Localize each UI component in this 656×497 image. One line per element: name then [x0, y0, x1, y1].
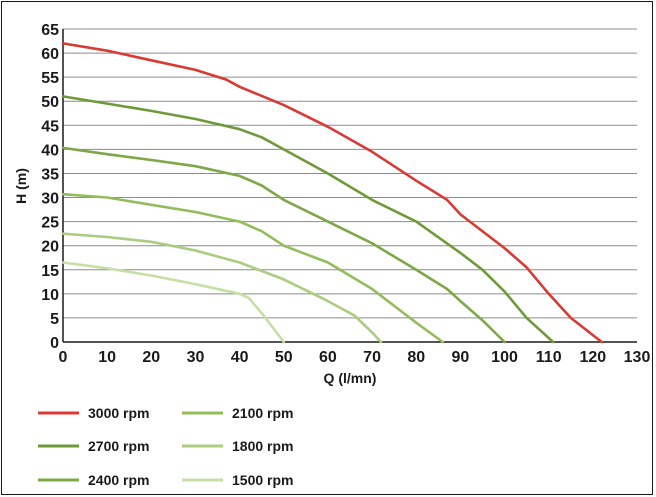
y-tick-label: 65 [41, 22, 59, 39]
legend: 3000 rpm 2700 rpm 2400 rpm 2100 rpm 1800 rpm… [38, 405, 293, 488]
y-tick-label: 40 [41, 142, 59, 159]
x-tick-label: 130 [624, 349, 651, 366]
y-tick-label: 50 [41, 94, 59, 111]
tick-labels: 0 5 10 15 20 25 30 35 40 45 50 55 60 65 0 10 20 30 40 50 60 7… [41, 22, 650, 366]
x-tick-label: 50 [275, 349, 293, 366]
x-tick-label: 100 [491, 349, 518, 366]
y-tick-label: 10 [41, 287, 59, 304]
x-tick-label: 60 [319, 349, 337, 366]
x-axis-title: Q (l/mn) [324, 370, 377, 386]
legend-label: 3000 rpm [88, 405, 149, 421]
gridlines [63, 28, 637, 319]
y-tick-label: 15 [41, 263, 59, 280]
legend-label: 2700 rpm [88, 438, 149, 454]
series-line-5 [61, 261, 286, 344]
legend-label: 2400 rpm [88, 472, 149, 488]
x-tick-label: 80 [407, 349, 425, 366]
legend-label: 1800 rpm [232, 438, 293, 454]
y-tick-label: 30 [41, 191, 59, 208]
y-tick-label: 55 [41, 70, 59, 87]
series-line-3 [61, 192, 445, 344]
x-tick-label: 90 [451, 349, 469, 366]
x-tick-label: 20 [142, 349, 160, 366]
x-tick-label: 120 [579, 349, 606, 366]
y-tick-label: 5 [50, 311, 59, 328]
legend-label: 2100 rpm [232, 405, 293, 421]
y-tick-label: 25 [41, 215, 59, 232]
series-line-0 [61, 42, 604, 344]
y-axis-title: H (m) [13, 168, 29, 204]
x-tick-label: 30 [187, 349, 205, 366]
series-line-1 [61, 95, 555, 344]
y-tick-label: 60 [41, 46, 59, 63]
series-line-2 [61, 146, 506, 344]
series-lines [61, 42, 604, 344]
y-tick-label: 20 [41, 239, 59, 256]
x-tick-label: 0 [59, 349, 68, 366]
y-tick-label: 35 [41, 166, 59, 183]
axes [62, 29, 637, 343]
x-tick-label: 10 [98, 349, 116, 366]
x-tick-label: 40 [231, 349, 249, 366]
y-tick-label: 0 [50, 335, 59, 352]
legend-label: 1500 rpm [232, 472, 293, 488]
x-tick-label: 110 [536, 349, 562, 366]
y-tick-label: 45 [41, 118, 59, 135]
series-line-4 [61, 232, 383, 344]
x-tick-label: 70 [363, 349, 381, 366]
